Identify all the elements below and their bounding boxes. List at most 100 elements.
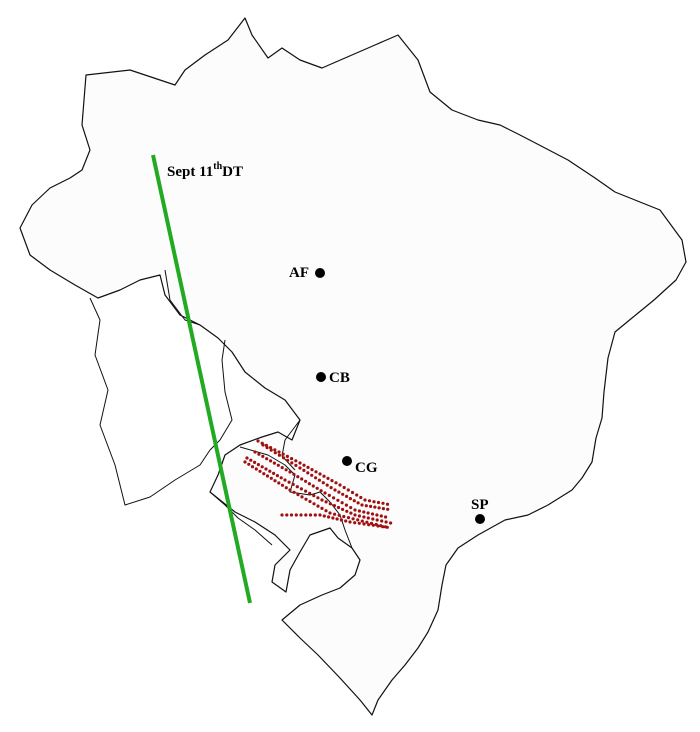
trajectory-point — [296, 493, 300, 497]
trajectory-points-layer — [243, 439, 393, 529]
trajectory-point — [269, 448, 273, 452]
trajectory-point — [272, 461, 276, 465]
trajectory-point — [284, 468, 288, 472]
trajectory-point — [277, 481, 281, 485]
trajectory-point — [282, 456, 286, 460]
trajectory-point — [336, 498, 340, 502]
trajectory-point — [316, 504, 320, 508]
trajectory-point — [312, 502, 316, 506]
trajectory-point — [346, 488, 350, 492]
trajectory-point — [294, 463, 298, 467]
trajectory-point — [384, 515, 388, 519]
trajectory-point — [300, 495, 304, 499]
trajectory-point — [304, 489, 308, 493]
trajectory-point — [349, 506, 353, 510]
city-dot-sp — [475, 514, 485, 524]
trajectory-point — [320, 498, 324, 502]
trajectory-point — [314, 470, 318, 474]
city-dot-cg — [342, 456, 352, 466]
trajectory-point — [338, 483, 342, 487]
trajectory-point — [262, 472, 266, 476]
trajectory-point — [357, 509, 361, 513]
trajectory-point — [344, 503, 348, 507]
trajectory-point — [299, 487, 303, 491]
trajectory-point — [333, 488, 337, 492]
trajectory-point — [318, 472, 322, 476]
trajectory-point — [362, 510, 366, 514]
trajectory-point — [288, 470, 292, 474]
trajectory-point — [250, 465, 255, 469]
trajectory-point — [294, 459, 298, 463]
trajectory-point — [342, 514, 346, 519]
trajectory-point — [308, 499, 312, 504]
trajectory-point — [367, 523, 371, 527]
trajectory-point — [367, 499, 372, 503]
trajectory-point — [316, 496, 320, 500]
trajectory-point — [298, 466, 302, 470]
trajectory-point — [323, 491, 327, 495]
trajectory-point — [362, 522, 366, 526]
trajectory-point — [291, 482, 295, 486]
trajectory-point — [315, 486, 319, 490]
trajectory-point — [306, 471, 310, 475]
trajectory-point — [313, 513, 317, 517]
trajectory-point — [269, 446, 273, 450]
trajectory-point — [290, 457, 294, 461]
trajectory-point — [353, 521, 357, 525]
trajectory-point — [330, 479, 334, 483]
trajectory-point — [357, 514, 361, 518]
trajectory-point — [380, 519, 384, 523]
trajectory-point — [329, 486, 333, 490]
trajectory-point — [264, 467, 268, 471]
trajectory-point — [333, 512, 337, 516]
trajectory-point — [328, 502, 332, 506]
trajectory-point — [341, 492, 345, 496]
trajectory-point — [385, 502, 390, 506]
trajectory-point — [247, 462, 251, 466]
trajectory-point — [327, 493, 331, 497]
trajectory-point — [376, 524, 380, 528]
trajectory-point — [359, 495, 363, 500]
trajectory-point — [269, 476, 273, 480]
trajectory-point — [328, 511, 332, 515]
city-label-af: AF — [289, 265, 309, 281]
trajectory-point — [386, 507, 390, 511]
trajectory-point — [370, 512, 375, 516]
trajectory-point — [288, 488, 292, 492]
trajectory-point — [353, 513, 357, 517]
trajectory-point — [355, 493, 359, 497]
trajectory-point — [253, 460, 257, 464]
city-label-cb: CB — [329, 370, 350, 386]
trajectory-point — [377, 506, 381, 510]
trajectory-point — [356, 501, 360, 505]
trajectory-point — [322, 514, 326, 518]
city-dot-cb — [316, 372, 326, 382]
trajectory-point — [339, 518, 343, 522]
track-line-label: Sept 11thDT — [167, 161, 243, 180]
trajectory-point — [366, 511, 370, 515]
trajectory-point — [265, 446, 269, 450]
trajectory-point — [275, 474, 279, 478]
trajectory-point — [364, 504, 368, 508]
trajectory-point — [284, 486, 288, 490]
trajectory-point — [307, 482, 311, 486]
trajectory-point — [381, 501, 385, 505]
trajectory-point — [290, 461, 294, 465]
trajectory-point — [350, 490, 355, 495]
trajectory-point — [348, 520, 352, 524]
trajectory-point — [385, 525, 389, 529]
trajectory-point — [360, 503, 364, 507]
trajectory-point — [340, 501, 344, 505]
trajectory-point — [365, 520, 369, 524]
trajectory-point — [287, 480, 291, 484]
trajectory-point — [372, 500, 376, 504]
trajectory-point — [295, 485, 299, 489]
trajectory-point — [311, 484, 315, 488]
trajectory-point — [261, 454, 265, 458]
trajectory-point — [285, 454, 289, 458]
north-central-border — [164, 269, 201, 326]
trajectory-point — [302, 463, 306, 467]
trajectory-point — [249, 458, 253, 462]
trajectory-point — [298, 461, 302, 465]
trajectory-point — [273, 479, 277, 483]
